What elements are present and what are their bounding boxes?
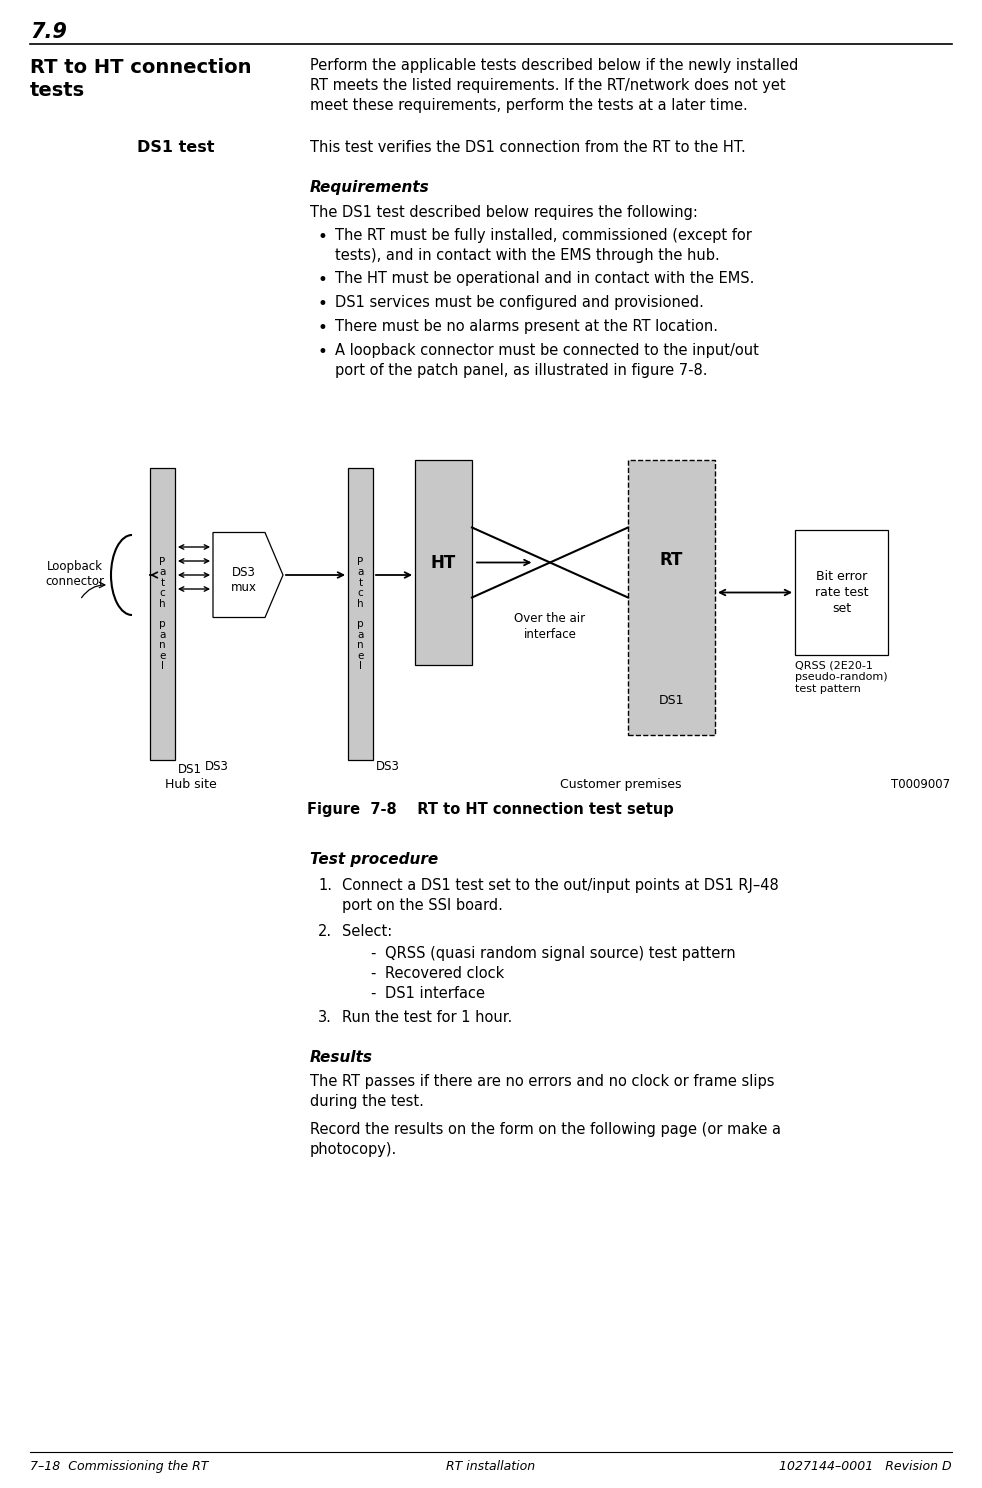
Text: DS1 test: DS1 test <box>137 140 215 155</box>
Text: 7–18  Commissioning the RT: 7–18 Commissioning the RT <box>30 1460 208 1473</box>
Text: •: • <box>317 228 327 246</box>
Text: T0009007: T0009007 <box>891 778 950 792</box>
Text: 1027144–0001   Revision D: 1027144–0001 Revision D <box>780 1460 952 1473</box>
Text: The RT must be fully installed, commissioned (except for
tests), and in contact : The RT must be fully installed, commissi… <box>335 228 752 262</box>
Text: RT: RT <box>660 551 683 568</box>
Text: Customer premises: Customer premises <box>560 778 682 792</box>
Bar <box>628 460 715 735</box>
Text: Select:: Select: <box>342 924 392 939</box>
Text: DS1 services must be configured and provisioned.: DS1 services must be configured and prov… <box>335 295 704 310</box>
Text: Hub site: Hub site <box>165 778 217 792</box>
Text: The DS1 test described below requires the following:: The DS1 test described below requires th… <box>310 205 698 220</box>
Text: Record the results on the form on the following page (or make a
photocopy).: Record the results on the form on the fo… <box>310 1122 781 1156</box>
Text: DS3
mux: DS3 mux <box>231 565 257 594</box>
Text: DS1: DS1 <box>178 763 202 777</box>
Text: 1.: 1. <box>318 878 332 893</box>
Text: DS3: DS3 <box>205 760 229 772</box>
Bar <box>348 469 373 760</box>
Text: HT: HT <box>431 554 456 571</box>
Text: RT installation: RT installation <box>447 1460 535 1473</box>
Text: -: - <box>370 987 375 1001</box>
Text: Bit error
rate test
set: Bit error rate test set <box>815 570 868 615</box>
Text: RT to HT connection
tests: RT to HT connection tests <box>30 58 251 100</box>
Text: There must be no alarms present at the RT location.: There must be no alarms present at the R… <box>335 318 718 333</box>
Text: The HT must be operational and in contact with the EMS.: The HT must be operational and in contac… <box>335 271 754 286</box>
Text: DS3: DS3 <box>376 760 400 772</box>
Text: Results: Results <box>310 1051 373 1065</box>
Text: Connect a DS1 test set to the out/input points at DS1 RJ–48
port on the SSI boar: Connect a DS1 test set to the out/input … <box>342 878 779 912</box>
Text: Test procedure: Test procedure <box>310 853 438 868</box>
Text: -: - <box>370 946 375 961</box>
Text: 2.: 2. <box>318 924 332 939</box>
Text: DS1 interface: DS1 interface <box>385 987 485 1001</box>
Polygon shape <box>213 533 283 618</box>
Text: 7.9: 7.9 <box>30 22 67 42</box>
Text: Perform the applicable tests described below if the newly installed
RT meets the: Perform the applicable tests described b… <box>310 58 798 113</box>
Bar <box>415 460 472 665</box>
Text: •: • <box>317 344 327 362</box>
Text: •: • <box>317 271 327 289</box>
Text: A loopback connector must be connected to the input/out
port of the patch panel,: A loopback connector must be connected t… <box>335 344 759 378</box>
Text: •: • <box>317 318 327 336</box>
Text: QRSS (2E20-1
pseudo-random)
test pattern: QRSS (2E20-1 pseudo-random) test pattern <box>795 661 888 693</box>
Text: The RT passes if there are no errors and no clock or frame slips
during the test: The RT passes if there are no errors and… <box>310 1074 775 1109</box>
Text: -: - <box>370 966 375 981</box>
Text: •: • <box>317 295 327 312</box>
Text: P
a
t
c
h

p
a
n
e
l: P a t c h p a n e l <box>357 557 363 671</box>
Text: Over the air
interface: Over the air interface <box>515 613 585 640</box>
Text: Run the test for 1 hour.: Run the test for 1 hour. <box>342 1010 513 1025</box>
Text: Recovered clock: Recovered clock <box>385 966 504 981</box>
Text: Figure  7-8    RT to HT connection test setup: Figure 7-8 RT to HT connection test setu… <box>306 802 674 817</box>
Text: Requirements: Requirements <box>310 180 430 195</box>
Text: 3.: 3. <box>318 1010 332 1025</box>
Bar <box>150 469 175 760</box>
Bar <box>795 530 888 655</box>
Text: This test verifies the DS1 connection from the RT to the HT.: This test verifies the DS1 connection fr… <box>310 140 745 155</box>
Text: DS1: DS1 <box>659 693 684 707</box>
Text: P
a
t
c
h

p
a
n
e
l: P a t c h p a n e l <box>159 557 166 671</box>
Text: QRSS (quasi random signal source) test pattern: QRSS (quasi random signal source) test p… <box>385 946 736 961</box>
Text: Loopback
connector: Loopback connector <box>45 559 104 588</box>
